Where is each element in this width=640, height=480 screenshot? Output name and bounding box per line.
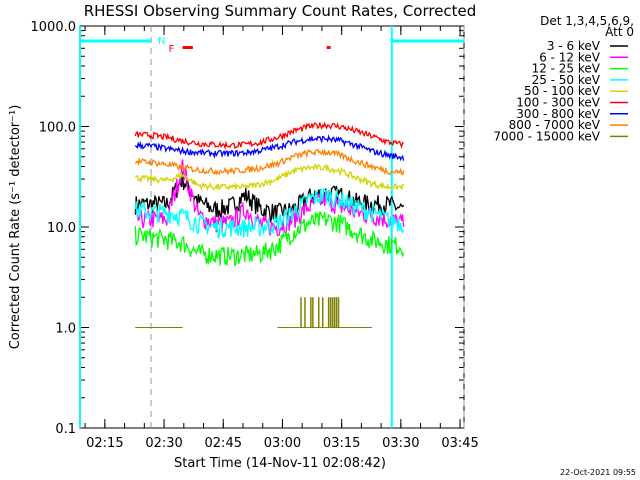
legend-label: 7000 - 15000 keV	[493, 129, 600, 143]
legend-label: 12 - 25 keV	[532, 62, 601, 76]
x-tick-label: 03:15	[323, 436, 360, 451]
series-300-800keV-line	[134, 134, 405, 162]
plot-area: 1000.0 100.0 10.0 1.0 0.1 02:15 02:30 02:45 03:0…	[31, 20, 479, 451]
series-50-100keV-line	[134, 163, 405, 192]
x-tick-label: 03:00	[264, 436, 301, 451]
series-path	[134, 148, 405, 176]
x-tick-label: 03:45	[441, 436, 478, 451]
flare-interval-bar	[326, 46, 331, 49]
legend-header-2: Att 0	[605, 25, 634, 39]
y-tick-label: 1000.0	[31, 20, 77, 35]
y-tick-label: 10.0	[47, 221, 76, 236]
legend-label: 6 - 12 keV	[539, 50, 601, 64]
plot-frame	[79, 25, 465, 429]
legend-label: 3 - 6 keV	[547, 39, 601, 53]
series-path	[134, 163, 405, 192]
series-800-7000keV-line	[134, 148, 405, 176]
series-100-300keV-line	[134, 121, 405, 151]
y-tick-label: 100.0	[39, 121, 76, 136]
series-path	[134, 211, 405, 267]
series-7000-15000keV-line	[135, 297, 373, 328]
series-path	[134, 171, 405, 223]
series-12-25keV-line	[134, 211, 405, 267]
y-tick-label: 0.1	[55, 422, 76, 437]
legend-label: 25 - 50 keV	[532, 73, 601, 87]
y-tick-label: 1.0	[55, 322, 76, 337]
series-3-6keV-line	[134, 171, 405, 223]
x-tick-label: 02:45	[205, 436, 242, 451]
x-tick-label: 02:30	[145, 436, 182, 451]
series-25-50keV-line	[134, 188, 405, 239]
chart-title: RHESSI Observing Summary Count Rates, Co…	[84, 2, 477, 20]
legend-label: 50 - 100 keV	[524, 84, 601, 98]
y-axis-label: Corrected Count Rate (s⁻¹ detector⁻¹)	[8, 105, 23, 350]
x-tick-label: 03:30	[382, 436, 419, 451]
legend-label: 300 - 800 keV	[516, 107, 600, 121]
x-tick-label: 02:15	[86, 436, 123, 451]
series-path	[134, 159, 405, 237]
series-path	[134, 134, 405, 162]
flare-interval-bar	[182, 46, 193, 49]
series-path	[134, 121, 405, 151]
legend-header-1: Det 1,3,4,5,6,9,	[540, 14, 634, 28]
legend-label: 100 - 300 keV	[516, 96, 600, 110]
footer-timestamp: 22-Oct-2021 09:55	[560, 468, 636, 477]
flare-label: F	[169, 44, 175, 55]
x-axis-label: Start Time (14-Nov-11 02:08:42)	[174, 456, 386, 471]
series-path	[134, 188, 405, 239]
series-6-12keV-line	[134, 159, 405, 237]
night-label: N	[158, 36, 165, 47]
legend-label: 800 - 7000 keV	[509, 118, 601, 132]
